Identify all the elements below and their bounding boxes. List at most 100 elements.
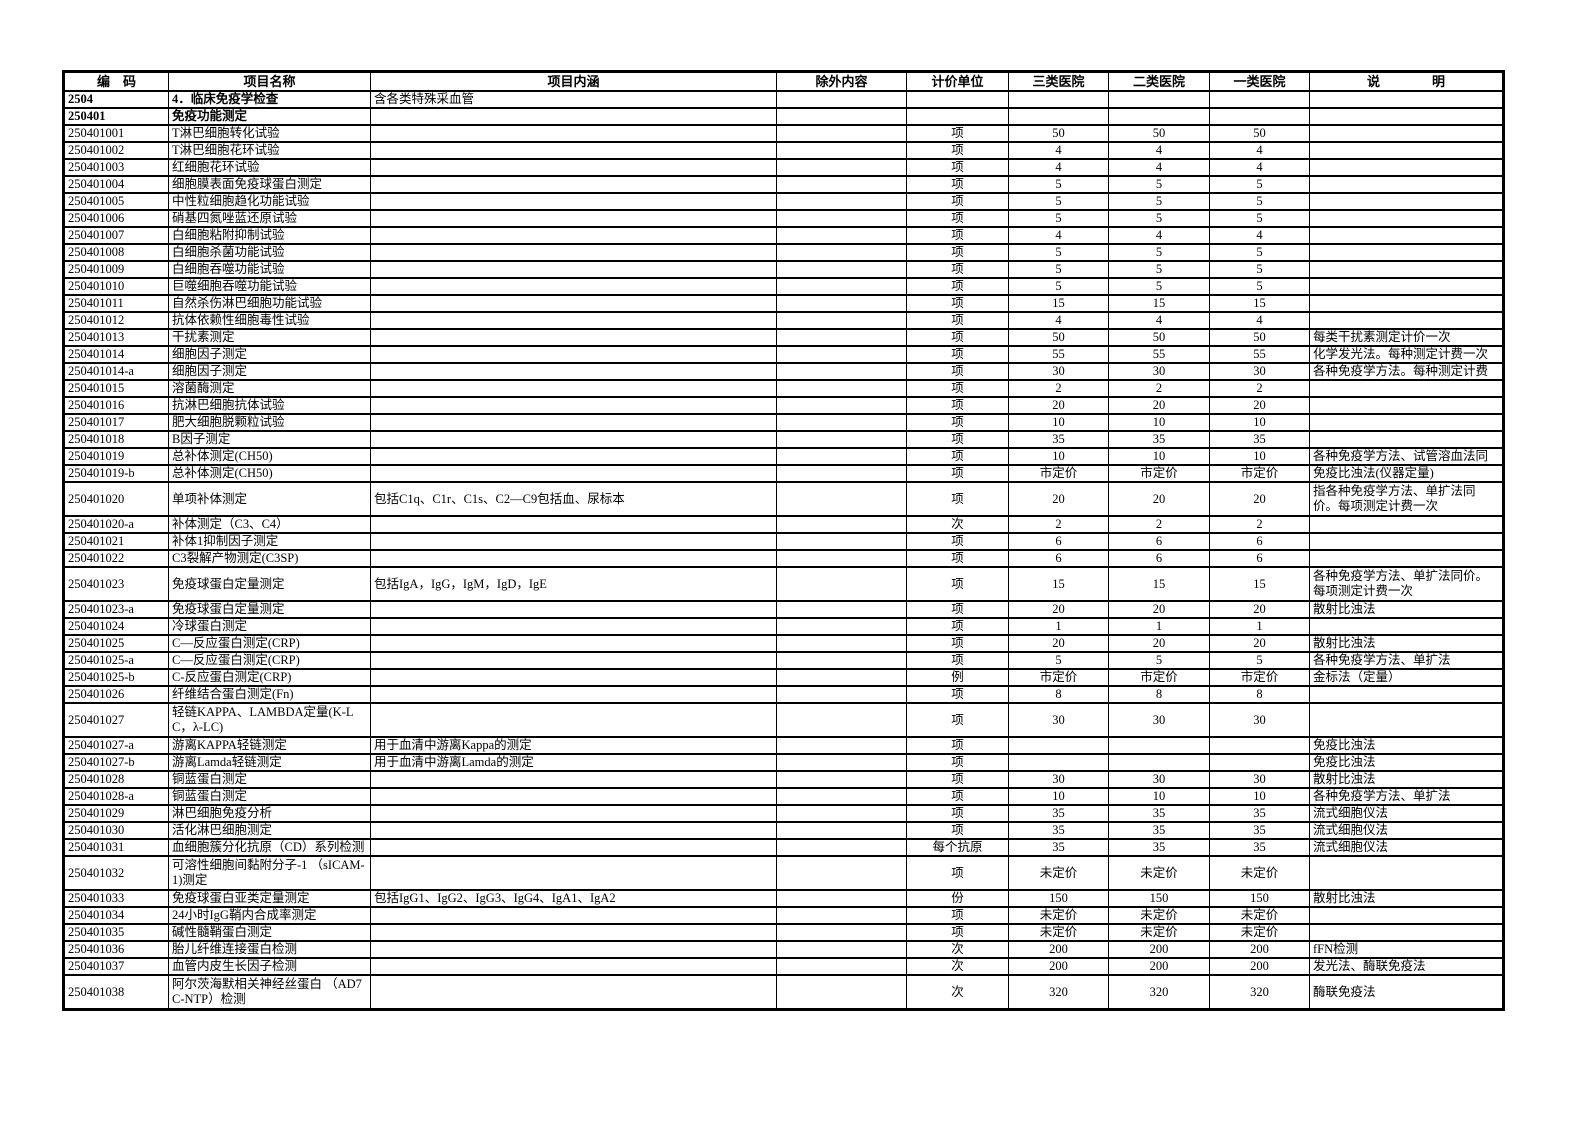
class2-price-cell: 30 bbox=[1108, 362, 1210, 381]
table-row: 250401031 血细胞簇分化抗原（CD）系列检测 每个抗原 35 35 35 流式细胞仪… bbox=[63, 838, 1504, 857]
excluded-content-cell bbox=[776, 447, 907, 466]
class3-price-cell: 35 bbox=[1008, 430, 1109, 449]
notes-cell: 流式细胞仪法 bbox=[1309, 804, 1504, 823]
notes-cell: 各种免疫学方法。每种测定计费 bbox=[1309, 362, 1504, 381]
class1-price-cell: 20 bbox=[1209, 481, 1310, 517]
class3-price-cell: 150 bbox=[1008, 889, 1109, 908]
item-content-cell bbox=[370, 345, 777, 364]
class2-price-cell: 35 bbox=[1108, 838, 1210, 857]
item-name-cell: C-反应蛋白测定(CRP) bbox=[168, 668, 371, 687]
pricing-unit-cell: 项 bbox=[906, 379, 1009, 398]
class1-price-cell: 未定价 bbox=[1209, 855, 1310, 891]
pricing-unit-cell: 项 bbox=[906, 532, 1009, 551]
notes-cell bbox=[1309, 175, 1504, 194]
pricing-unit-cell bbox=[906, 107, 1009, 126]
class1-price-cell: 5 bbox=[1209, 277, 1310, 296]
pricing-unit-cell: 项 bbox=[906, 651, 1009, 670]
table-row: 250401005 中性粒细胞趋化功能试验项 5 5 5 bbox=[63, 192, 1504, 211]
notes-cell bbox=[1309, 277, 1504, 296]
item-content-cell bbox=[370, 124, 777, 143]
excluded-content-cell bbox=[776, 634, 907, 653]
class2-price-cell: 2 bbox=[1108, 515, 1210, 534]
class2-price-cell: 15 bbox=[1108, 566, 1210, 602]
code-cell: 250401027 bbox=[63, 702, 169, 738]
item-content-cell bbox=[370, 311, 777, 330]
class3-price-cell: 50 bbox=[1008, 328, 1109, 347]
header-notes: 说 明 bbox=[1309, 70, 1504, 92]
table-row: 250401025-a C—反应蛋白测定(CRP) 项 5 5 5 各种免疫学方法、单扩法 bbox=[63, 651, 1504, 670]
class1-price-cell: 50 bbox=[1209, 328, 1310, 347]
item-name-cell: 细胞因子测定 bbox=[168, 345, 371, 364]
item-content-cell bbox=[370, 957, 777, 976]
table-row: 250401016 抗淋巴细胞抗体试验项 20 20 20 bbox=[63, 396, 1504, 415]
pricing-unit-cell: 项 bbox=[906, 634, 1009, 653]
class3-price-cell: 20 bbox=[1008, 396, 1109, 415]
notes-cell: 各种免疫学方法、试管溶血法同 bbox=[1309, 447, 1504, 466]
table-row: 250401002 T淋巴细胞花环试验项 4 4 4 bbox=[63, 141, 1504, 160]
table-row: 250401034 24小时IgG鞘内合成率测定项未定价 未定价 未定价 bbox=[63, 906, 1504, 925]
code-cell: 250401026 bbox=[63, 685, 169, 704]
class1-price-cell: 200 bbox=[1209, 940, 1310, 959]
class3-price-cell: 5 bbox=[1008, 192, 1109, 211]
excluded-content-cell bbox=[776, 974, 907, 1011]
code-cell: 250401035 bbox=[63, 923, 169, 942]
class2-price-cell: 35 bbox=[1108, 804, 1210, 823]
class3-price-cell: 55 bbox=[1008, 345, 1109, 364]
item-content-cell bbox=[370, 277, 777, 296]
notes-cell: 流式细胞仪法 bbox=[1309, 821, 1504, 840]
excluded-content-cell bbox=[776, 430, 907, 449]
class3-price-cell: 4 bbox=[1008, 226, 1109, 245]
excluded-content-cell bbox=[776, 396, 907, 415]
class3-price-cell: 4 bbox=[1008, 158, 1109, 177]
code-cell: 250401017 bbox=[63, 413, 169, 432]
excluded-content-cell bbox=[776, 906, 907, 925]
code-cell: 250401021 bbox=[63, 532, 169, 551]
excluded-content-cell bbox=[776, 685, 907, 704]
item-content-cell: 包括IgG1、IgG2、IgG3、IgG4、IgA1、IgA2 bbox=[370, 889, 777, 908]
table-row: 250401024 冷球蛋白测定项 1 1 1 bbox=[63, 617, 1504, 636]
notes-cell bbox=[1309, 124, 1504, 143]
item-name-cell: 补体测定（C3、C4） bbox=[168, 515, 371, 534]
code-cell: 250401016 bbox=[63, 396, 169, 415]
code-cell: 250401020 bbox=[63, 481, 169, 517]
class2-price-cell: 1 bbox=[1108, 617, 1210, 636]
class2-price-cell: 55 bbox=[1108, 345, 1210, 364]
item-content-cell bbox=[370, 838, 777, 857]
item-content-cell bbox=[370, 515, 777, 534]
code-cell: 250401033 bbox=[63, 889, 169, 908]
notes-cell bbox=[1309, 396, 1504, 415]
pricing-unit-cell: 项 bbox=[906, 804, 1009, 823]
class1-price-cell: 1 bbox=[1209, 617, 1310, 636]
item-name-cell: 阿尔茨海默相关神经丝蛋白 （AD7C-NTP）检测 bbox=[168, 974, 371, 1011]
code-cell: 250401023 bbox=[63, 566, 169, 602]
code-cell: 250401014 bbox=[63, 345, 169, 364]
class3-price-cell: 市定价 bbox=[1008, 464, 1109, 483]
code-cell: 250401023-a bbox=[63, 600, 169, 619]
class3-price-cell: 8 bbox=[1008, 685, 1109, 704]
table-row: 250401003 红细胞花环试验项 4 4 4 bbox=[63, 158, 1504, 177]
table-row: 250401037 血管内皮生长因子检测次 200 200 200 发光法、酶联免疫法 bbox=[63, 957, 1504, 976]
class3-price-cell: 6 bbox=[1008, 549, 1109, 568]
item-name-cell: 血管内皮生长因子检测 bbox=[168, 957, 371, 976]
notes-cell bbox=[1309, 549, 1504, 568]
class3-price-cell: 30 bbox=[1008, 362, 1109, 381]
pricing-unit-cell: 项 bbox=[906, 277, 1009, 296]
code-cell: 250401018 bbox=[63, 430, 169, 449]
excluded-content-cell bbox=[776, 804, 907, 823]
item-content-cell bbox=[370, 396, 777, 415]
class3-price-cell: 1 bbox=[1008, 617, 1109, 636]
item-name-cell: 免疫球蛋白亚类定量测定 bbox=[168, 889, 371, 908]
pricing-unit-cell: 例 bbox=[906, 668, 1009, 687]
notes-cell bbox=[1309, 515, 1504, 534]
item-content-cell bbox=[370, 141, 777, 160]
notes-cell: fFN检测 bbox=[1309, 940, 1504, 959]
item-content-cell bbox=[370, 379, 777, 398]
class2-price-cell: 5 bbox=[1108, 175, 1210, 194]
pricing-unit-cell: 项 bbox=[906, 617, 1009, 636]
code-cell: 250401031 bbox=[63, 838, 169, 857]
item-content-cell: 包括C1q、C1r、C1s、C2—C9包括血、尿标本 bbox=[370, 481, 777, 517]
item-name-cell: 可溶性细胞间黏附分子-1 （sICAM-1)测定 bbox=[168, 855, 371, 891]
item-name-cell: 中性粒细胞趋化功能试验 bbox=[168, 192, 371, 211]
class2-price-cell: 4 bbox=[1108, 311, 1210, 330]
table-row: 250401029 淋巴细胞免疫分析项 35 35 35 流式细胞仪法 bbox=[63, 804, 1504, 823]
